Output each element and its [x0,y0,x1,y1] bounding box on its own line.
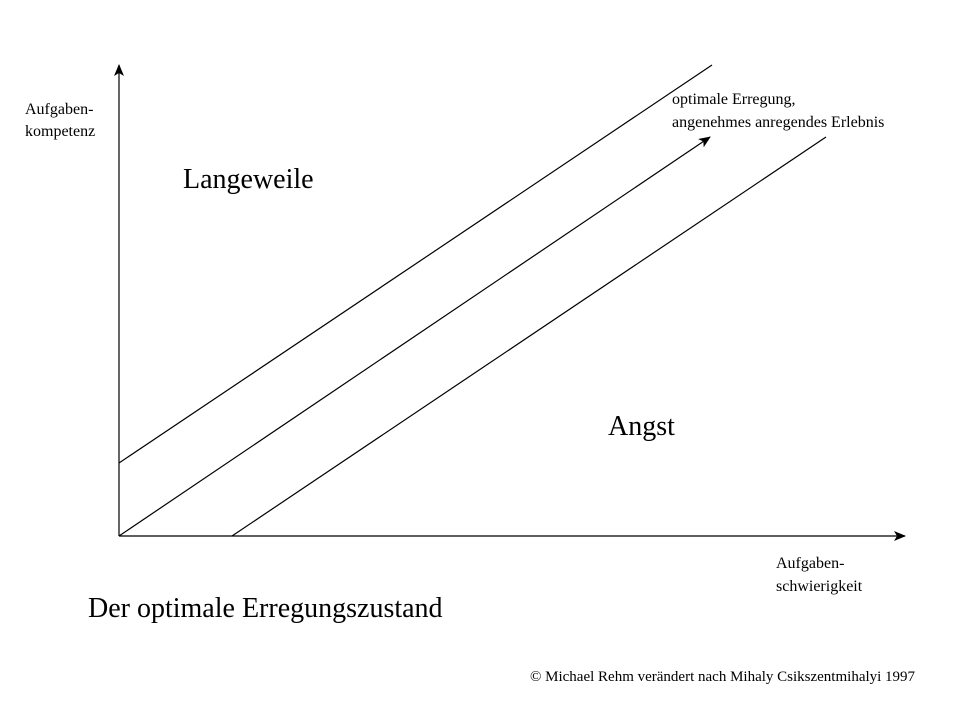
flow-arrow [118,136,711,537]
upper-boundary [118,64,713,464]
title: Der optimale Erregungszustand [88,593,443,624]
region-label: Langeweile [183,164,314,195]
channel-label: angenehmes anregendes Erlebnis [672,114,884,131]
credit: © Michael Rehm verändert nach Mihaly Csi… [530,669,916,685]
x-axis-label: schwierigkeit [776,578,863,595]
region-label: Angst [608,411,675,442]
y-axis-label: kompetenz [25,123,95,140]
y-axis-label: Aufgaben- [25,101,93,118]
channel-label: optimale Erregung, [672,91,796,108]
lower-boundary [231,136,827,537]
x-axis-label: Aufgaben- [776,555,844,572]
